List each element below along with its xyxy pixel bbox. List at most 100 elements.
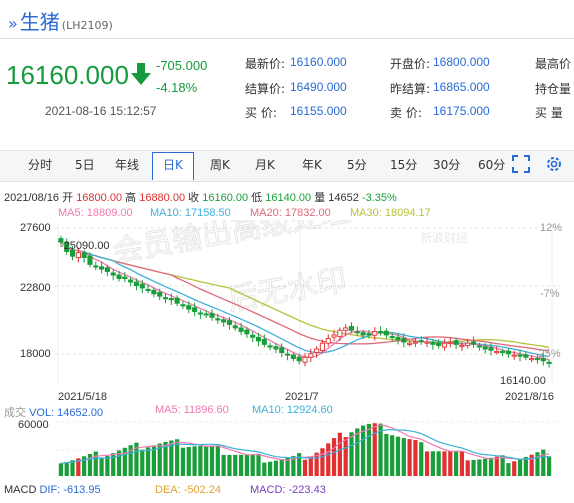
volume-bar [302,459,308,476]
tab-daily-k[interactable]: 日K [163,158,183,172]
top-bar [0,0,574,38]
field-value: 16865.000 [433,80,490,94]
candle-body [412,341,418,344]
volume-legend: 成交 VOL: 14652.00 [4,404,103,420]
candle-body [128,279,134,283]
max-price-label: -25090.00 [60,240,110,252]
volume-bar [151,445,156,476]
candle-body [174,297,180,304]
candle-body [459,345,465,348]
info-low: 16140.00 [265,192,312,204]
tab-5min[interactable]: 5分 [347,158,367,172]
candle-body [343,327,349,331]
tab-monthly-k[interactable]: 月K [255,158,275,172]
tab-fenshi[interactable]: 分时 [28,158,53,172]
ma30-label: MA30: 18094.17 [350,207,431,219]
candle-body [401,337,407,343]
y-tick: 18000 [20,348,51,360]
candle-body [500,350,506,354]
y-tick-right: 12% [540,222,563,234]
candle-body [436,342,442,347]
down-arrow-icon [131,63,151,85]
tab-15min[interactable]: 15分 [390,158,418,172]
price-chart[interactable]: 会员输出高级处理 后无水印 新浪财经 [0,220,574,400]
candle-body [104,267,110,272]
info-low-label: 低 [251,192,263,204]
field-label: 最新价: [245,57,286,71]
volume-bar [419,442,424,476]
back-nav-icon[interactable]: » [8,14,18,33]
volume-bar [308,456,313,476]
volume-bar [87,453,93,476]
candle-body [93,265,99,268]
volume-chart[interactable] [0,416,574,480]
field-label: 买 价: [245,106,277,120]
info-high-label: 高 [125,192,137,204]
volume-bar [494,456,499,476]
volume-bar [366,423,372,476]
candle-body [157,291,163,297]
info-high: 16880.00 [139,192,186,204]
candle-body [540,357,546,362]
candle-body [87,255,93,265]
volume-bar [238,454,244,476]
volume-bar [454,451,459,476]
tab-yearline[interactable]: 年线 [115,158,140,172]
candle-body [308,353,314,358]
candle-body [465,342,471,347]
candle-body [110,272,116,276]
volume-bar [506,463,511,476]
macd-dif: DIF: -613.95 [39,484,101,496]
volume-ma10-line [60,428,550,464]
volume-bar [337,432,342,476]
volume-bar [116,450,122,476]
candle-body [267,345,273,348]
volume-bar [169,440,174,476]
y-tick: 22800 [20,282,51,294]
candle-body [534,358,541,361]
fullscreen-icon[interactable] [512,155,530,173]
ma10-label: MA10: 17158.50 [150,207,231,219]
volume-bar [186,446,191,476]
volume-bars [58,423,552,476]
candle-body [209,313,215,318]
settings-icon[interactable] [545,155,563,173]
volume-bar [500,455,505,476]
candle-body [180,304,186,307]
volume-bar [233,454,238,476]
candle-body [337,329,343,337]
volume-bar [395,436,401,476]
volume-bar [273,460,279,476]
candle-body [505,350,511,355]
tab-5day[interactable]: 5日 [75,158,95,172]
volume-bar [297,453,302,476]
volume-bar [424,451,430,476]
volume-bar [134,442,139,476]
volume-bar [244,454,249,476]
candle-body [360,332,366,336]
candle-body [81,252,87,258]
candle-body [447,341,453,344]
candle-body [441,342,448,348]
tab-60min[interactable]: 60分 [478,158,506,172]
y-tick-right: -7% [540,288,560,300]
volume-bar [215,445,220,476]
macd-legend: MACD DIF: -613.95 [4,484,101,496]
tab-yearly-k[interactable]: 年K [302,158,322,172]
tab-weekly-k[interactable]: 周K [210,158,230,172]
tab-30min[interactable]: 30分 [433,158,461,172]
candle-body [354,331,360,334]
volume-bar [407,439,412,476]
volume-bar [488,457,494,476]
volume-bar [198,445,203,476]
quote-timestamp: 2021-08-16 15:12:57 [45,104,157,118]
volume-bar [314,452,319,476]
volume-bar [180,447,186,476]
candle-body [325,338,331,344]
candle-body [197,312,203,315]
candle-body [273,346,279,350]
macd-label: MACD [4,484,37,496]
volume-bar [99,458,104,476]
x-tick: 2021/7 [285,391,319,403]
candle-body [470,341,477,345]
